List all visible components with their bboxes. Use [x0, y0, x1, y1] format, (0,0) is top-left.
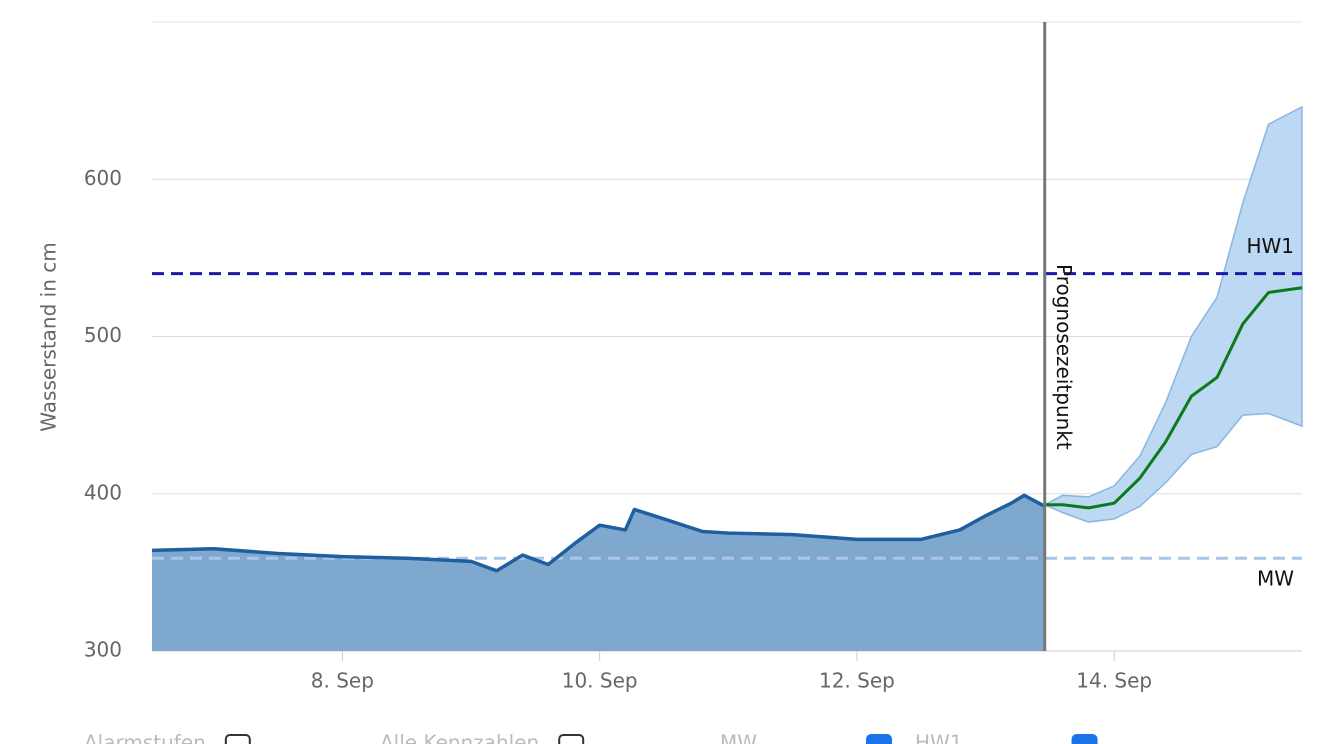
toggle-checkbox[interactable] — [1071, 734, 1098, 744]
reference-label: MW — [1257, 567, 1294, 591]
x-tick-label: 10. Sep — [562, 669, 638, 693]
toggle-label[interactable]: Alarmstufen — [84, 731, 206, 744]
y-axis-title: Wasserstand in cm — [37, 242, 61, 431]
toggle-label[interactable]: MW — [720, 731, 757, 744]
toggle-checkbox[interactable] — [866, 734, 893, 744]
reference-label: HW1 — [1246, 234, 1294, 258]
x-tick-label: 14. Sep — [1076, 669, 1152, 693]
toggle-checkbox[interactable] — [224, 734, 251, 744]
y-tick-label: 400 — [84, 480, 122, 504]
observed-line — [151, 493, 1046, 573]
y-tick-label: 300 — [84, 638, 122, 662]
x-tick-label: 8. Sep — [311, 669, 374, 693]
forecast-band — [1042, 105, 1303, 523]
observed-area — [152, 495, 1045, 651]
y-tick-label: 500 — [84, 323, 122, 347]
toggle-label[interactable]: HW1 — [915, 731, 963, 744]
x-tick-label: 12. Sep — [819, 669, 895, 693]
toggle-checkbox[interactable] — [558, 734, 585, 744]
y-tick-label: 600 — [84, 166, 122, 190]
forecast-time-label: Prognosezeitpunkt — [1052, 264, 1076, 450]
toggle-label[interactable]: Alle Kennzahlen — [380, 731, 539, 744]
forecast-line — [1044, 286, 1303, 510]
